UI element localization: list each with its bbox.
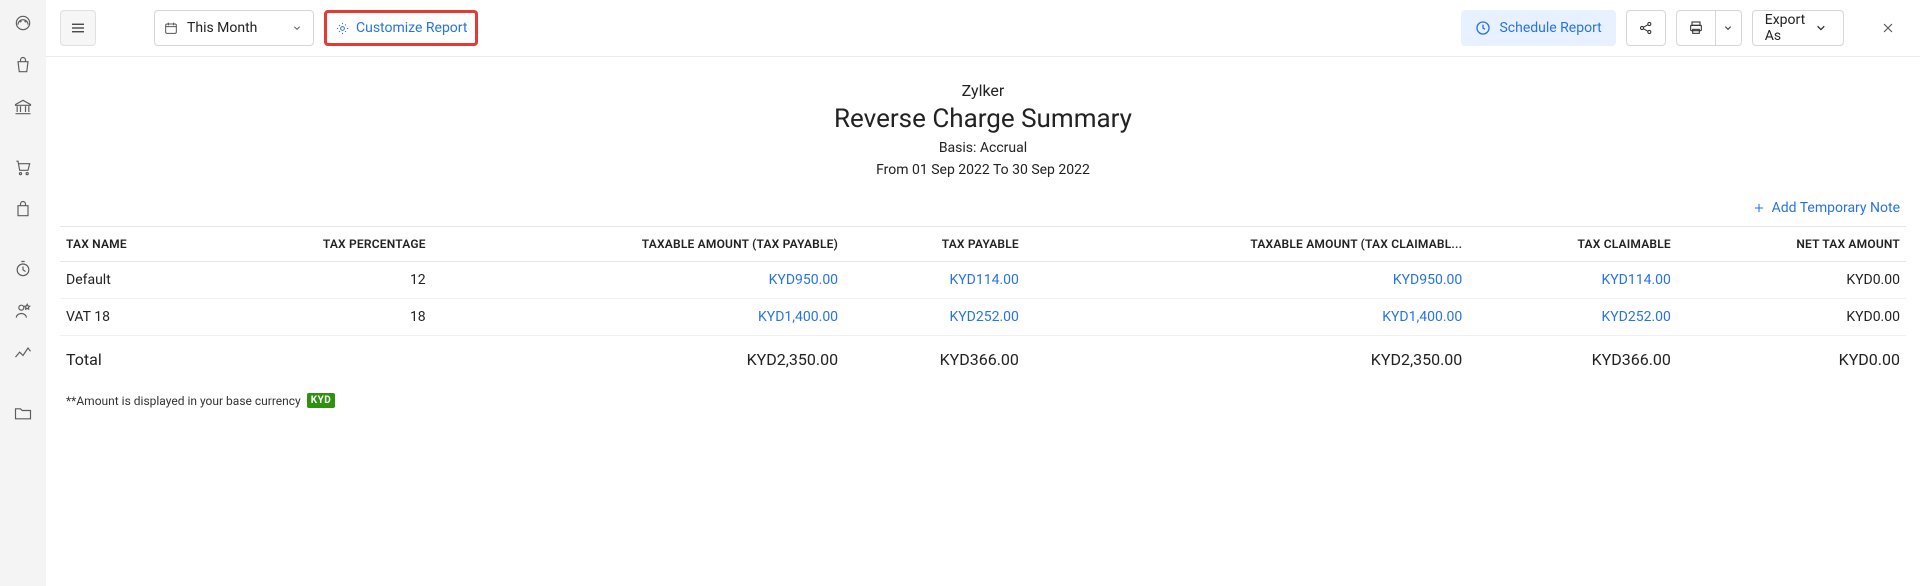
rail-bag-icon[interactable]: [6, 48, 40, 82]
clock-icon: [1475, 20, 1491, 36]
cell-tax-name: Default: [60, 262, 204, 299]
cell-taxable-amt-payable[interactable]: KYD1,400.00: [758, 309, 838, 325]
table-row: Default 12 KYD950.00 KYD114.00 KYD950.00…: [60, 262, 1906, 299]
rail-shopping-icon[interactable]: [6, 192, 40, 226]
print-dropdown[interactable]: [1716, 10, 1742, 46]
add-note-label: Add Temporary Note: [1772, 200, 1900, 216]
total-net: KYD0.00: [1677, 336, 1906, 380]
close-icon: [1880, 20, 1896, 36]
add-temporary-note-button[interactable]: Add Temporary Note: [1752, 200, 1900, 216]
col-tax-pct: TAX PERCENTAGE: [204, 227, 431, 262]
plus-icon: [1752, 201, 1766, 215]
schedule-report-button[interactable]: Schedule Report: [1461, 10, 1615, 46]
sidebar: [0, 0, 46, 586]
menu-button[interactable]: [60, 10, 96, 46]
schedule-label: Schedule Report: [1499, 20, 1601, 36]
col-taxable-amt-payable: TAXABLE AMOUNT (TAX PAYABLE): [432, 227, 844, 262]
printer-icon: [1688, 20, 1704, 36]
customize-report-button[interactable]: Customize Report: [324, 10, 478, 46]
report-range: From 01 Sep 2022 To 30 Sep 2022: [60, 162, 1906, 178]
rail-cart-icon[interactable]: [6, 150, 40, 184]
cell-tax-claimable[interactable]: KYD252.00: [1601, 309, 1670, 325]
report-table: TAX NAME TAX PERCENTAGE TAXABLE AMOUNT (…: [60, 226, 1906, 379]
col-net-tax: NET TAX AMOUNT: [1677, 227, 1906, 262]
footnote-text: **Amount is displayed in your base curre…: [66, 394, 301, 408]
footnote: **Amount is displayed in your base curre…: [60, 379, 1906, 408]
col-tax-claimable: TAX CLAIMABLE: [1468, 227, 1677, 262]
table-total-row: Total KYD2,350.00 KYD366.00 KYD2,350.00 …: [60, 336, 1906, 380]
cell-tax-name: VAT 18: [60, 299, 204, 336]
rail-folder-icon[interactable]: [6, 396, 40, 430]
cell-taxable-amt-payable[interactable]: KYD950.00: [769, 272, 838, 288]
export-button[interactable]: Export As: [1752, 10, 1844, 46]
cell-tax-payable[interactable]: KYD114.00: [949, 272, 1018, 288]
close-button[interactable]: [1870, 10, 1906, 46]
cell-tax-pct: 12: [204, 262, 431, 299]
rail-dashboard-icon[interactable]: [6, 6, 40, 40]
gear-icon: [335, 21, 350, 36]
caret-down-icon: [1811, 18, 1831, 38]
total-label: Total: [60, 336, 204, 380]
customize-label: Customize Report: [356, 20, 467, 36]
col-tax-payable: TAX PAYABLE: [844, 227, 1025, 262]
rail-timer-icon[interactable]: [6, 252, 40, 286]
topbar: This Month Customize Report Schedule Rep…: [46, 0, 1920, 57]
share-icon: [1638, 20, 1654, 36]
rail-contacts-icon[interactable]: [6, 294, 40, 328]
caret-down-icon: [289, 20, 305, 36]
cell-net: KYD0.00: [1677, 262, 1906, 299]
cell-tax-claimable[interactable]: KYD114.00: [1601, 272, 1670, 288]
col-taxable-amt-claimable: TAXABLE AMOUNT (TAX CLAIMABL...: [1025, 227, 1468, 262]
cell-net: KYD0.00: [1677, 299, 1906, 336]
col-tax-name: TAX NAME: [60, 227, 204, 262]
export-label: Export As: [1765, 12, 1805, 44]
table-row: VAT 18 18 KYD1,400.00 KYD252.00 KYD1,400…: [60, 299, 1906, 336]
cell-taxable-amt-claimable[interactable]: KYD950.00: [1393, 272, 1462, 288]
calendar-icon: [163, 20, 179, 36]
share-button[interactable]: [1626, 10, 1666, 46]
period-label: This Month: [187, 20, 257, 36]
report-body: Zylker Reverse Charge Summary Basis: Acc…: [46, 57, 1920, 586]
print-button[interactable]: [1676, 10, 1716, 46]
total-tax-payable: KYD366.00: [844, 336, 1025, 380]
caret-down-icon: [1720, 20, 1736, 36]
report-basis: Basis: Accrual: [60, 140, 1906, 156]
cell-taxable-amt-claimable[interactable]: KYD1,400.00: [1382, 309, 1462, 325]
cell-tax-pct: 18: [204, 299, 431, 336]
print-button-group: [1676, 10, 1742, 46]
period-select[interactable]: This Month: [154, 10, 314, 46]
total-taxable-amt-claimable: KYD2,350.00: [1025, 336, 1468, 380]
company-name: Zylker: [60, 81, 1906, 100]
total-tax-claimable: KYD366.00: [1468, 336, 1677, 380]
rail-analytics-icon[interactable]: [6, 336, 40, 370]
currency-badge: KYD: [307, 393, 336, 408]
rail-bank-icon[interactable]: [6, 90, 40, 124]
cell-tax-payable[interactable]: KYD252.00: [949, 309, 1018, 325]
total-taxable-amt-payable: KYD2,350.00: [432, 336, 844, 380]
report-title: Reverse Charge Summary: [60, 104, 1906, 134]
